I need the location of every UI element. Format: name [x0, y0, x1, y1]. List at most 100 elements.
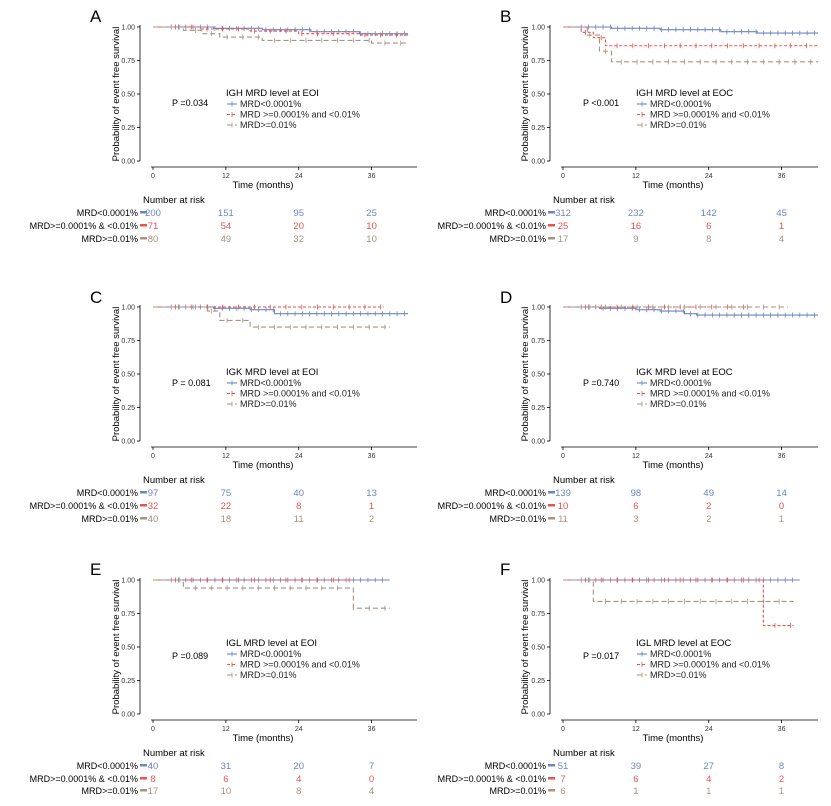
y-tick-label: 0.25	[531, 405, 545, 412]
risk-count: 8	[150, 774, 155, 785]
risk-count: 8	[296, 501, 301, 512]
y-tick-label: 1.00	[121, 305, 135, 312]
y-axis-label: Probability of event free survival	[111, 307, 122, 442]
risk-count: 1	[633, 786, 638, 797]
risk-count: 1	[779, 514, 784, 525]
risk-row-label: MRD<0.0001%	[485, 761, 546, 771]
survival-curve-1	[563, 306, 818, 316]
p-value: P =0.089	[172, 651, 208, 661]
survival-curve-2	[153, 26, 408, 36]
y-tick-label: 0.00	[121, 439, 135, 446]
x-axis-label: Time (months)	[233, 460, 294, 471]
risk-count: 10	[558, 501, 569, 512]
risk-row-swatch	[548, 491, 555, 494]
panel-letter: F	[500, 560, 510, 579]
risk-row-swatch	[140, 211, 147, 214]
panel-letter: C	[90, 288, 102, 307]
risk-count: 4	[369, 786, 374, 797]
y-tick-label: 0.75	[531, 58, 545, 65]
x-axis-label: Time (months)	[233, 180, 294, 191]
legend-entry-1: MRD<0.0001%	[650, 99, 711, 109]
x-tick-label: 0	[151, 726, 155, 733]
risk-count: 8	[296, 786, 301, 797]
y-tick-label: 0.00	[531, 712, 545, 719]
risk-row-swatch	[140, 504, 147, 507]
x-tick-label: 12	[222, 453, 230, 460]
legend-title: IGL MRD level at EOI	[226, 638, 317, 649]
risk-row-label: MRD>=0.0001% & <0.01%	[438, 501, 546, 511]
risk-count: 22	[221, 501, 232, 512]
risk-count: 8	[706, 234, 711, 245]
risk-count: 10	[221, 786, 232, 797]
risk-row-label: MRD<0.0001%	[485, 488, 546, 498]
legend-title: IGK MRD level at EOC	[636, 367, 733, 378]
legend-entry-2: MRD >=0.0001% and <0.01%	[650, 660, 770, 670]
risk-row-swatch	[548, 224, 555, 227]
survival-curve-2	[563, 579, 794, 627]
risk-count: 1	[369, 501, 374, 512]
risk-count: 6	[633, 774, 638, 785]
x-tick-label: 12	[632, 173, 640, 180]
y-tick-label: 1.00	[121, 578, 135, 585]
x-tick-label: 24	[295, 453, 303, 460]
x-tick-label: 12	[632, 453, 640, 460]
y-tick-label: 0.25	[531, 125, 545, 132]
risk-row-label: MRD>=0.01%	[489, 786, 546, 796]
panel-letter: D	[500, 288, 512, 307]
risk-row-label: MRD>=0.0001% & <0.01%	[438, 221, 546, 231]
risk-count: 10	[366, 221, 377, 232]
risk-row-swatch	[548, 517, 555, 520]
risk-row-label: MRD>=0.01%	[81, 786, 138, 796]
survival-curve-3	[563, 26, 818, 63]
risk-row-label: MRD>=0.01%	[81, 514, 138, 524]
panel-letter: B	[500, 7, 511, 26]
x-tick-label: 12	[222, 173, 230, 180]
y-tick-label: 1.00	[531, 25, 545, 32]
risk-row-label: MRD<0.0001%	[77, 208, 138, 218]
risk-count: 11	[294, 514, 304, 525]
y-tick-label: 0.25	[121, 405, 135, 412]
legend-entry-3: MRD>=0.01%	[650, 120, 707, 130]
risk-count: 17	[148, 786, 159, 797]
risk-count: 20	[293, 761, 304, 772]
x-axis-label: Time (months)	[643, 180, 704, 191]
risk-count: 4	[779, 234, 784, 245]
x-tick-label: 36	[778, 453, 786, 460]
risk-count: 6	[560, 786, 565, 797]
x-tick-label: 36	[778, 726, 786, 733]
risk-count: 25	[558, 221, 569, 232]
risk-count: 0	[369, 774, 374, 785]
y-tick-label: 0.50	[531, 92, 545, 99]
risk-count: 39	[631, 761, 642, 772]
p-value: P = 0.081	[172, 378, 211, 388]
risk-row-label: MRD>=0.01%	[489, 514, 546, 524]
risk-row-swatch	[140, 777, 147, 780]
risk-row-swatch	[140, 224, 147, 227]
risk-count: 2	[706, 514, 711, 525]
y-tick-label: 1.00	[121, 25, 135, 32]
risk-count: 8	[779, 761, 784, 772]
panel-letter: A	[90, 7, 102, 26]
risk-row-swatch	[548, 237, 555, 240]
survival-curve-3	[563, 579, 794, 602]
x-tick-label: 0	[151, 173, 155, 180]
risk-table-title: Number at risk	[553, 748, 615, 759]
risk-table-title: Number at risk	[143, 195, 205, 206]
x-axis-label: Time (months)	[643, 460, 704, 471]
legend-entry-1: MRD<0.0001%	[650, 649, 711, 659]
y-tick-label: 0.00	[531, 159, 545, 166]
risk-count: 31	[221, 761, 232, 772]
risk-row-swatch	[548, 211, 555, 214]
y-tick-label: 0.25	[121, 678, 135, 685]
risk-count: 142	[701, 208, 717, 219]
legend-entry-1: MRD<0.0001%	[240, 378, 301, 388]
y-tick-label: 0.50	[121, 372, 135, 379]
risk-count: 2	[706, 501, 711, 512]
y-axis-label: Probability of event free survival	[520, 27, 531, 162]
survival-curve-3	[153, 26, 408, 44]
y-tick-label: 0.00	[121, 159, 135, 166]
legend-entry-3: MRD>=0.01%	[650, 399, 707, 409]
panel-letter: E	[90, 560, 101, 579]
